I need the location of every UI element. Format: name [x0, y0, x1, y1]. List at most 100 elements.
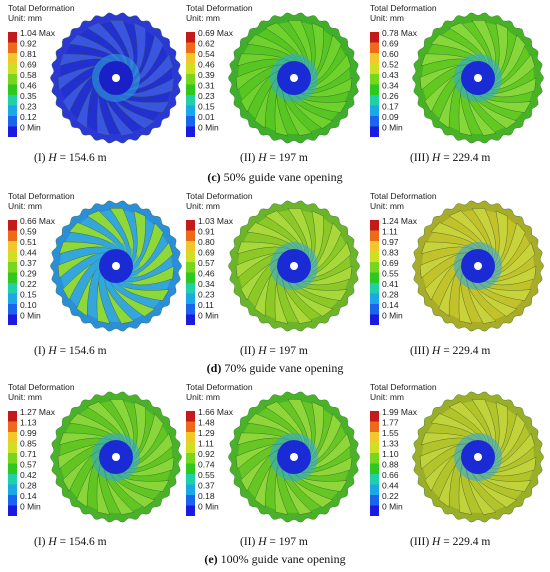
legend-color-swatch	[186, 463, 195, 474]
legend-tick-label: 0 Min	[382, 502, 403, 512]
legend-tick-label: 0.71	[20, 449, 37, 459]
panel-c-1: Total Deformation Unit: mm 1.04 Max 0.92 0.8…	[2, 2, 185, 147]
legend-color-swatch	[186, 411, 195, 422]
legend-color-swatch	[186, 505, 195, 516]
legend-color-swatch	[370, 220, 379, 231]
legend-color-swatch	[370, 272, 379, 283]
legend-tick-label: 0.97	[382, 237, 399, 247]
runner-contour	[50, 200, 182, 332]
legend-color-swatch	[8, 251, 17, 262]
legend-color-swatch	[186, 314, 195, 325]
legend-color-swatch	[8, 474, 17, 485]
panel-label: (III) H = 229.4 m	[410, 536, 491, 548]
legend-unit: Unit: mm	[370, 392, 404, 402]
legend-color-swatch	[8, 421, 17, 432]
legend-color-swatch	[370, 505, 379, 516]
legend-tick-label: 0.80	[198, 237, 215, 247]
legend-tick-label: 0.92	[20, 39, 37, 49]
legend-tick-label: 1.29	[198, 428, 215, 438]
legend-color-swatch	[370, 432, 379, 443]
legend-color-swatch	[8, 484, 17, 495]
legend-color-swatch	[186, 293, 195, 304]
legend-tick-label: 0.99	[20, 428, 37, 438]
legend-tick-label: 0.43	[382, 70, 399, 80]
row-caption: (e) 100% guide vane opening	[204, 552, 346, 566]
legend-tick-label: 0.78 Max	[382, 28, 418, 38]
legend-tick-label: 0.26	[382, 91, 399, 101]
legend-tick-label: 0.92	[198, 449, 215, 459]
legend-tick-label: 0.23	[20, 102, 37, 112]
legend-tick-label: 1.48	[198, 418, 215, 428]
legend-color-swatch	[370, 293, 379, 304]
legend-tick-label: 0 Min	[20, 123, 41, 133]
legend-tick-label: 0.55	[198, 470, 215, 480]
legend-unit: Unit: mm	[8, 201, 42, 211]
legend-color-swatch	[8, 505, 17, 516]
legend-color-swatch	[8, 304, 17, 315]
legend-color-swatch	[8, 63, 17, 74]
legend-title: Total Deformation	[8, 382, 75, 392]
legend-color-swatch	[186, 495, 195, 506]
legend-tick-label: 1.03 Max	[198, 216, 234, 226]
panel-label: (II) H = 197 m	[240, 345, 308, 357]
legend-color-swatch	[8, 230, 17, 241]
legend-unit: Unit: mm	[186, 392, 220, 402]
panel-label: (II) H = 197 m	[240, 152, 308, 164]
legend-tick-label: 0.15	[20, 290, 37, 300]
runner-contour	[412, 12, 544, 144]
legend-color-swatch	[8, 442, 17, 453]
legend-tick-label: 0.09	[382, 112, 399, 122]
runner-contour	[228, 391, 360, 523]
legend-color-swatch	[370, 74, 379, 85]
legend-color-swatch	[370, 251, 379, 262]
legend-color-swatch	[8, 272, 17, 283]
panel-c-2: Total Deformation Unit: mm 0.69 Max 0.62 0.5…	[180, 2, 363, 147]
legend-tick-label: 0.39	[198, 70, 215, 80]
legend-tick-label: 0.55	[382, 269, 399, 279]
legend-color-swatch	[8, 283, 17, 294]
panel-e-2: Total Deformation Unit: mm 1.66 Max 1.48 1.2…	[180, 381, 363, 526]
legend-color-swatch	[186, 220, 195, 231]
legend-unit: Unit: mm	[8, 392, 42, 402]
legend-color-swatch	[8, 463, 17, 474]
legend-tick-label: 0.69	[382, 258, 399, 268]
legend-tick-label: 0.69 Max	[198, 28, 234, 38]
legend-unit: Unit: mm	[8, 13, 42, 23]
legend-tick-label: 0.42	[20, 470, 37, 480]
legend-tick-label: 0.12	[20, 112, 37, 122]
legend-color-swatch	[370, 453, 379, 464]
legend-color-swatch	[8, 53, 17, 64]
panel-label: (III) H = 229.4 m	[410, 345, 491, 357]
legend-color-swatch	[8, 116, 17, 127]
legend-color-swatch	[8, 432, 17, 443]
legend-tick-label: 0.14	[382, 300, 399, 310]
legend-tick-label: 0.46	[198, 269, 215, 279]
legend-color-swatch	[370, 42, 379, 53]
legend-tick-label: 1.13	[20, 418, 37, 428]
legend-tick-label: 0.10	[20, 300, 37, 310]
legend-tick-label: 0.51	[20, 237, 37, 247]
panel-d-3: Total Deformation Unit: mm 1.24 Max 1.11 0.9…	[364, 190, 547, 335]
legend-tick-label: 0.17	[382, 102, 399, 112]
legend-tick-label: 0.34	[382, 81, 399, 91]
legend-color-swatch	[186, 95, 195, 106]
legend-tick-label: 0 Min	[20, 502, 41, 512]
legend-color-swatch	[370, 262, 379, 273]
legend-color-swatch	[186, 283, 195, 294]
legend-tick-label: 0 Min	[20, 311, 41, 321]
legend-tick-label: 1.77	[382, 418, 399, 428]
legend-color-swatch	[370, 105, 379, 116]
legend-color-swatch	[8, 42, 17, 53]
legend-color-swatch	[8, 32, 17, 43]
legend-title: Total Deformation	[370, 191, 437, 201]
panel-label: (I) H = 154.6 m	[34, 536, 107, 548]
legend-color-swatch	[370, 421, 379, 432]
legend-color-swatch	[186, 442, 195, 453]
legend-color-swatch	[370, 116, 379, 127]
legend-color-swatch	[186, 42, 195, 53]
legend-title: Total Deformation	[186, 382, 253, 392]
legend-color-swatch	[8, 495, 17, 506]
